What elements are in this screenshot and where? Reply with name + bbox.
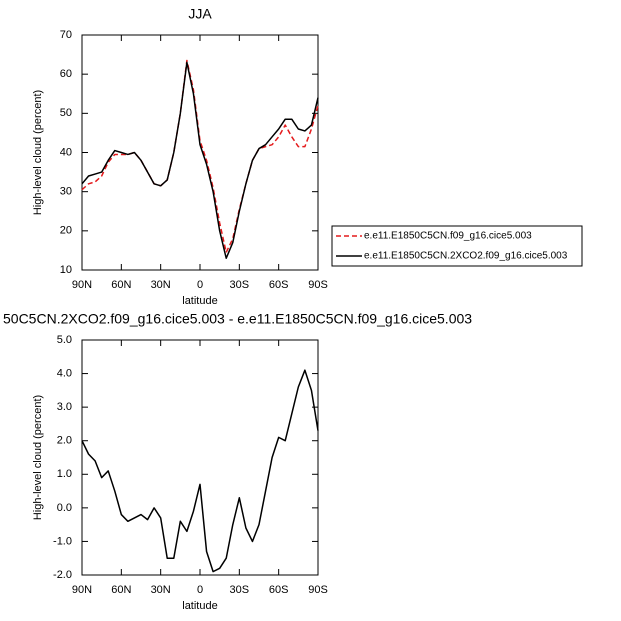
- y-tick-label: -1.0: [53, 535, 72, 547]
- y-tick-label: 50: [60, 107, 72, 119]
- x-tick-label: 90S: [308, 279, 328, 291]
- x-tick-label: 30S: [230, 279, 250, 291]
- y-tick-label: 20: [60, 225, 72, 237]
- x-axis-label: latitude: [182, 295, 217, 307]
- x-tick-label: 30S: [230, 584, 250, 596]
- y-tick-label: 10: [60, 264, 72, 276]
- plot-frame: [81, 34, 319, 271]
- series-line: [81, 61, 319, 259]
- plot-frame: [81, 339, 319, 576]
- x-tick-label: 60S: [269, 279, 289, 291]
- y-tick-label: 1.0: [57, 468, 72, 480]
- x-axis-label: latitude: [182, 600, 217, 612]
- y-axis-label: High-level cloud (percent): [32, 395, 44, 520]
- legend-label: e.e11.E1850C5CN.f09_g16.cice5.003: [364, 231, 532, 242]
- y-tick-label: 2.0: [57, 435, 72, 447]
- x-tick-label: 30N: [151, 584, 171, 596]
- x-tick-label: 60N: [111, 279, 131, 291]
- y-tick-label: 60: [60, 68, 72, 80]
- y-tick-label: 3.0: [57, 401, 72, 413]
- x-tick-label: 90N: [72, 584, 92, 596]
- x-tick-label: 0: [197, 584, 203, 596]
- x-tick-label: 90S: [308, 584, 328, 596]
- y-tick-label: 30: [60, 186, 72, 198]
- y-tick-label: 70: [60, 29, 72, 41]
- x-tick-label: 90N: [72, 279, 92, 291]
- x-tick-label: 60S: [269, 584, 289, 596]
- y-tick-label: 4.0: [57, 367, 72, 379]
- chart-title: 50C5CN.2XCO2.f09_g16.cice5.003 - e.e11.E…: [3, 311, 472, 327]
- x-tick-label: 60N: [111, 584, 131, 596]
- y-axis-label: High-level cloud (percent): [32, 90, 44, 215]
- series-line: [81, 59, 319, 254]
- legend-box: [331, 225, 583, 267]
- series-line: [81, 369, 319, 573]
- y-tick-label: 0.0: [57, 502, 72, 514]
- y-tick-label: -2.0: [53, 569, 72, 581]
- x-tick-label: 30N: [151, 279, 171, 291]
- legend-label: e.e11.E1850C5CN.2XCO2.f09_g16.cice5.003: [364, 251, 568, 262]
- y-tick-label: 5.0: [57, 334, 72, 346]
- y-tick-label: 40: [60, 146, 72, 158]
- x-tick-label: 0: [197, 279, 203, 291]
- chart-title: JJA: [188, 6, 212, 22]
